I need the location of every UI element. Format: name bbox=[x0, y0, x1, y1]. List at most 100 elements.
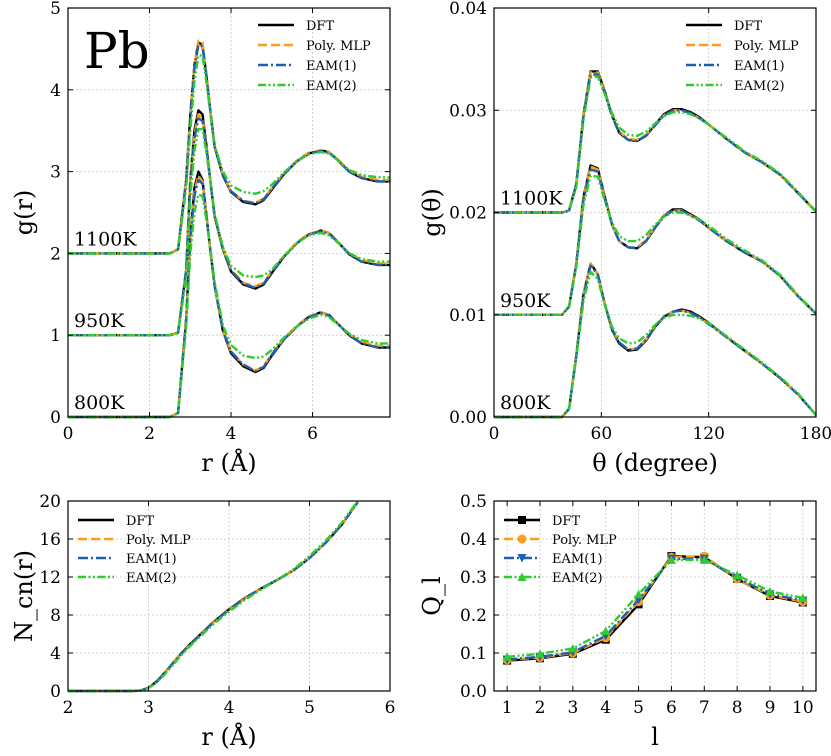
panel-2: 0 60 120 180 0.00 0.01 0.02 0.03 0.04 θ (degree) g… bbox=[418, 0, 831, 477]
legend-label: DFT bbox=[306, 19, 334, 34]
series-line-dft bbox=[68, 109, 390, 337]
x-tick-label: 4 bbox=[224, 698, 235, 718]
y-tick-label: 0.0 bbox=[460, 682, 487, 702]
x-tick-label: 2 bbox=[535, 698, 546, 718]
y-axis-label: g(r) bbox=[10, 190, 38, 236]
legend-marker bbox=[518, 516, 526, 524]
y-tick-label: 4 bbox=[50, 81, 61, 101]
data-point-triangle-up bbox=[568, 643, 578, 653]
series-line-poly-mlp bbox=[68, 174, 390, 419]
temperature-label: 800K bbox=[74, 392, 125, 414]
data-point-triangle-up bbox=[732, 570, 742, 580]
series-line-eam-1- bbox=[494, 168, 817, 316]
y-tick-label: 0.1 bbox=[460, 644, 487, 664]
series-line-eam-2- bbox=[506, 558, 804, 658]
x-tick-label: 1 bbox=[502, 698, 513, 718]
legend-marker bbox=[517, 534, 527, 544]
data-point-triangle-up bbox=[601, 626, 611, 635]
series-line-eam-1- bbox=[68, 501, 359, 693]
data-point-triangle-up bbox=[666, 555, 676, 564]
y-axis-label: Q_l bbox=[418, 576, 446, 615]
series-line-eam-2- bbox=[494, 174, 817, 316]
y-tick-label: 0.5 bbox=[460, 492, 487, 512]
y-tick-label: 2 bbox=[50, 244, 61, 264]
legend-label: Poly. MLP bbox=[306, 39, 371, 54]
temperature-label: 800K bbox=[500, 392, 551, 414]
data-point-triangle-up bbox=[634, 589, 644, 599]
series-line-poly-mlp bbox=[68, 39, 390, 255]
x-tick-label: 120 bbox=[692, 424, 724, 444]
panel-4: 1 2 3 4 5 6 7 8 9 10 0.0 0.1 0.2 0.3 0.4 0.5 l Q_l DFT Poly… bbox=[418, 492, 817, 751]
data-point-triangle-up bbox=[798, 593, 808, 602]
y-tick-label: 8 bbox=[50, 606, 61, 626]
legend-label: EAM(2) bbox=[306, 79, 357, 94]
legend-label: EAM(1) bbox=[126, 552, 177, 567]
x-tick-label: 6 bbox=[385, 698, 396, 718]
x-tick-label: 6 bbox=[307, 424, 318, 444]
series-line-eam-1- bbox=[68, 117, 390, 337]
legend-label: DFT bbox=[734, 19, 762, 34]
y-axis-label: N_cn(r) bbox=[10, 550, 38, 642]
legend-label: EAM(1) bbox=[552, 552, 603, 567]
series-line-dft bbox=[507, 554, 804, 662]
x-axis-label: r (Å) bbox=[201, 448, 256, 477]
x-tick-label: 180 bbox=[800, 424, 831, 444]
x-axis-label: l bbox=[651, 723, 659, 751]
data-point-triangle-up bbox=[765, 586, 775, 596]
x-tick-label: 10 bbox=[792, 698, 814, 718]
series-line-eam-2- bbox=[494, 75, 817, 214]
series-line-eam-2- bbox=[68, 500, 359, 693]
series-line-dft bbox=[68, 501, 359, 693]
x-tick-label: 60 bbox=[591, 424, 613, 444]
y-tick-label: 1 bbox=[50, 326, 61, 346]
series-line-eam-2- bbox=[68, 127, 390, 337]
panel-1: 0 2 4 6 0 1 2 3 4 5 r (Å) g(r) DFT Poly. MLP EAM(1) EAM… bbox=[10, 0, 391, 477]
series-line-poly-mlp bbox=[68, 113, 390, 337]
data-point-triangle-up bbox=[535, 649, 545, 658]
panel-3: 2 3 4 5 6 0 4 8 12 16 20 r (Å) N_cn(r) DFT Poly. MLP EA… bbox=[10, 492, 395, 751]
y-tick-label: 0.03 bbox=[449, 101, 487, 121]
y-tick-label: 0.04 bbox=[449, 0, 487, 19]
y-tick-label: 0.3 bbox=[460, 568, 487, 588]
series-line-poly-mlp bbox=[68, 501, 359, 693]
temperature-label: 950K bbox=[74, 310, 125, 332]
legend-label: EAM(2) bbox=[552, 571, 603, 586]
element-label: Pb bbox=[84, 22, 150, 80]
series-line-eam-2- bbox=[68, 193, 390, 419]
data-point-triangle-up bbox=[502, 652, 512, 661]
y-tick-label: 0 bbox=[50, 682, 61, 702]
x-tick-label: 5 bbox=[304, 698, 315, 718]
legend-marker bbox=[517, 554, 527, 563]
x-tick-label: 7 bbox=[699, 698, 710, 718]
axes-frame bbox=[67, 7, 391, 418]
y-tick-label: 0.2 bbox=[460, 606, 487, 626]
x-tick-label: 4 bbox=[226, 424, 237, 444]
x-tick-label: 8 bbox=[732, 698, 743, 718]
legend-label: EAM(2) bbox=[126, 571, 177, 586]
x-tick-label: 0 bbox=[489, 424, 500, 444]
y-tick-label: 5 bbox=[50, 0, 61, 19]
legend-label: EAM(1) bbox=[734, 59, 785, 74]
y-tick-label: 12 bbox=[39, 568, 61, 588]
x-tick-label: 5 bbox=[633, 698, 644, 718]
series-line-eam-1- bbox=[507, 557, 804, 661]
axes-frame bbox=[493, 500, 817, 692]
legend-label: DFT bbox=[126, 514, 154, 529]
y-tick-label: 0 bbox=[50, 408, 61, 428]
y-tick-label: 0.02 bbox=[449, 204, 487, 224]
legend-label: Poly. MLP bbox=[126, 533, 191, 548]
legend-marker bbox=[517, 572, 527, 581]
series-line-eam-1- bbox=[68, 178, 390, 419]
legend-label: EAM(2) bbox=[734, 79, 785, 94]
temperature-label: 1100K bbox=[74, 228, 137, 250]
x-tick-label: 0 bbox=[63, 424, 74, 444]
x-tick-label: 6 bbox=[666, 698, 677, 718]
series-line-dft bbox=[68, 170, 390, 419]
x-axis-label: r (Å) bbox=[201, 722, 256, 751]
x-tick-label: 4 bbox=[600, 698, 611, 718]
x-tick-label: 2 bbox=[63, 698, 74, 718]
y-tick-label: 20 bbox=[39, 492, 61, 512]
y-tick-label: 0.4 bbox=[460, 530, 487, 550]
y-tick-label: 3 bbox=[50, 163, 61, 183]
